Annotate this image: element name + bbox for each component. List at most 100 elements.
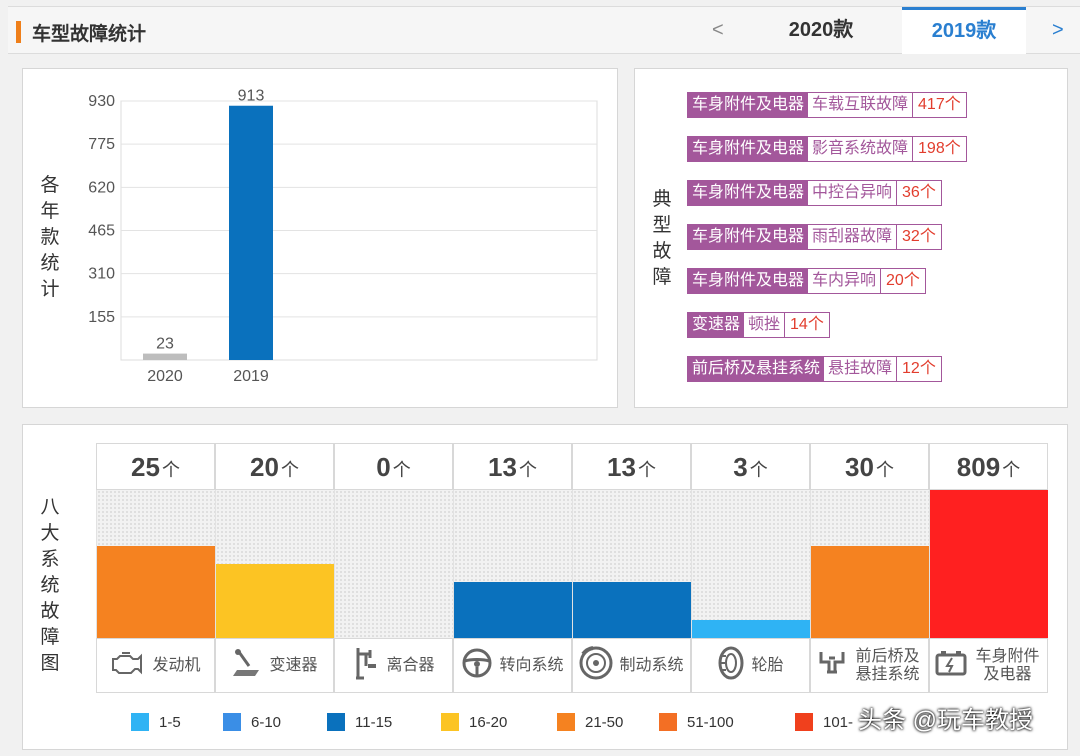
system-bar [692,620,810,638]
system-fault-count: 13 个 [453,443,572,490]
system-fault-count: 30 个 [810,443,929,490]
fault-count: 20个 [881,269,925,293]
legend-item: 51-100 [659,711,734,733]
system-fault-count: 13 个 [572,443,691,490]
system-bar-area [96,490,215,638]
fault-category-tag: 变速器 [688,313,745,337]
system-label: 变速器 [215,638,334,693]
system-bar-area [929,490,1048,638]
clutch-icon [352,646,380,685]
system-bar-area [334,490,453,638]
y-tick-label: 155 [88,309,115,326]
bar-2019 [229,105,273,360]
y-tick-label: 930 [88,93,115,110]
fault-count: 32个 [897,225,941,249]
fault-count: 417个 [913,93,966,117]
typical-faults-side-label: 典型故障 [652,189,672,288]
fault-item[interactable]: 车身附件及电器 雨刮器故障 32个 [687,224,942,250]
y-tick-label: 465 [88,223,115,240]
fault-name: 顿挫 [744,313,786,337]
count-number: 30 [845,452,874,482]
count-unit: 个 [518,460,537,480]
system-column[interactable]: 20 个变速器 [215,443,334,693]
fault-count: 198个 [913,137,966,161]
system-column[interactable]: 0 个离合器 [334,443,453,693]
system-column[interactable]: 13 个转向系统 [453,443,572,693]
fault-item[interactable]: 车身附件及电器 影音系统故障 198个 [687,136,967,162]
system-bar [454,581,572,638]
legend-swatch [795,713,813,731]
year-stats-chart: 155 310 465 620 775 930 23 2020 913 2019 [88,88,598,385]
watermark: 头条 @玩车教授 [858,707,1034,734]
tab-2020[interactable]: 2020款 [788,19,854,41]
system-label: 轮胎 [691,638,810,693]
legend-swatch [327,713,345,731]
count-unit: 个 [637,460,656,480]
legend-item: 11-15 [327,711,392,733]
system-label: 前后桥及悬挂系统 [810,638,929,693]
legend-swatch [557,713,575,731]
fault-category-tag: 车身附件及电器 [688,225,809,249]
y-tick-label: 620 [88,179,115,196]
title-accent [16,21,21,43]
system-column[interactable]: 3 个轮胎 [691,443,810,693]
count-unit: 个 [280,460,299,480]
system-column[interactable]: 809 个车身附件及电器 [929,443,1048,693]
fault-name: 悬挂故障 [824,357,898,381]
fault-category-tag: 车身附件及电器 [688,93,809,117]
legend-item: 21-50 [557,711,623,733]
system-name: 制动系统 [619,656,684,674]
fault-item[interactable]: 车身附件及电器 车载互联故障 417个 [687,92,967,118]
brake-disc-icon [579,646,613,685]
next-year-button[interactable]: > [1052,19,1064,41]
system-name: 前后桥及悬挂系统 [855,647,920,683]
system-column[interactable]: 13 个制动系统 [572,443,691,693]
header-bar: 车型故障统计 < 2020款 2019款 > [8,6,1080,54]
system-bar-area [810,490,929,638]
engine-icon [110,649,146,682]
fault-category-tag: 前后桥及悬挂系统 [688,357,825,381]
fault-name: 车内异响 [808,269,882,293]
system-name: 离合器 [386,656,435,674]
fault-category-tag: 车身附件及电器 [688,269,809,293]
fault-item[interactable]: 前后桥及悬挂系统 悬挂故障 12个 [687,356,942,382]
system-label: 离合器 [334,638,453,693]
x-tick-label: 2020 [147,368,183,385]
legend-label: 1-5 [159,713,181,731]
fault-category-tag: 车身附件及电器 [688,137,809,161]
bar-value-label: 913 [238,88,265,105]
legend-label: 21-50 [585,713,624,731]
legend-label: 101- [823,713,854,731]
battery-icon [935,650,967,681]
system-bar-area [453,490,572,638]
system-column[interactable]: 25 个发动机 [96,443,215,693]
steering-wheel-icon [461,647,493,684]
count-unit: 个 [1002,460,1021,480]
count-unit: 个 [161,460,180,480]
system-name: 轮胎 [751,656,784,674]
system-bar-area [572,490,691,638]
system-name: 转向系统 [499,656,564,674]
eight-systems-panel: 八大系统故障图 25 个发动机 20 个变速器 0 个离合器 13 个转向系统 13 个制动系统 3… [22,424,1068,750]
system-column[interactable]: 30 个前后桥及悬挂系统 [810,443,929,693]
system-fault-count: 20 个 [215,443,334,490]
x-tick-label: 2019 [233,368,269,385]
y-tick-label: 310 [88,266,115,283]
system-bar-area [691,490,810,638]
prev-year-button[interactable]: < [712,19,724,41]
fault-item[interactable]: 变速器 顿挫 14个 [687,312,830,338]
fault-count: 36个 [897,181,941,205]
fault-count: 12个 [897,357,941,381]
y-tick-label: 775 [88,136,115,153]
fault-item[interactable]: 车身附件及电器 车内异响 20个 [687,268,926,294]
fault-category-tag: 车身附件及电器 [688,181,809,205]
suspension-icon [817,648,847,683]
count-number: 809 [956,452,1001,482]
tab-2019[interactable]: 2019款 [902,7,1026,54]
legend-item: 16-20 [441,711,507,733]
system-fault-count: 809 个 [929,443,1048,490]
fault-item[interactable]: 车身附件及电器 中控台异响 36个 [687,180,942,206]
